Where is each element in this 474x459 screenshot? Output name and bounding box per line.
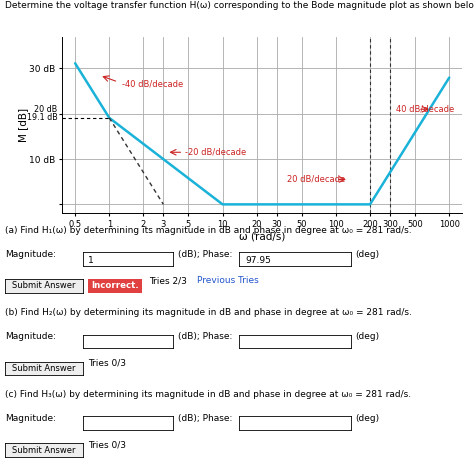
- Text: Previous Tries: Previous Tries: [197, 276, 258, 285]
- Text: Magnitude:: Magnitude:: [5, 250, 56, 259]
- Text: (c) Find H₃(ω) by determining its magnitude in dB and phase in degree at ω₀ = 28: (c) Find H₃(ω) by determining its magnit…: [5, 390, 411, 399]
- Y-axis label: M [dB]: M [dB]: [18, 108, 28, 142]
- Text: (deg): (deg): [356, 414, 380, 423]
- Text: 40 dB/decade: 40 dB/decade: [396, 105, 455, 114]
- Text: -20 dB/decade: -20 dB/decade: [185, 148, 246, 157]
- Text: Submit Answer: Submit Answer: [12, 446, 75, 455]
- Text: 20 dB/decade: 20 dB/decade: [287, 175, 345, 184]
- X-axis label: ω (rad/s): ω (rad/s): [239, 231, 285, 241]
- Text: Submit Answer: Submit Answer: [12, 364, 75, 373]
- Text: (deg): (deg): [356, 250, 380, 259]
- Text: (dB); Phase:: (dB); Phase:: [178, 414, 232, 423]
- Text: Determine the voltage transfer function H(ω) corresponding to the Bode magnitude: Determine the voltage transfer function …: [5, 1, 474, 10]
- Text: (deg): (deg): [356, 332, 380, 341]
- Text: 19.1 dB: 19.1 dB: [27, 113, 58, 123]
- Text: (b) Find H₂(ω) by determining its magnitude in dB and phase in degree at ω₀ = 28: (b) Find H₂(ω) by determining its magnit…: [5, 308, 411, 318]
- Text: (dB); Phase:: (dB); Phase:: [178, 332, 232, 341]
- Text: 1: 1: [88, 257, 94, 265]
- Text: Magnitude:: Magnitude:: [5, 414, 56, 423]
- Text: Tries 2/3: Tries 2/3: [149, 276, 187, 285]
- Text: 20 dB: 20 dB: [34, 105, 58, 114]
- Text: 97.95: 97.95: [245, 257, 271, 265]
- Text: Submit Answer: Submit Answer: [12, 281, 75, 291]
- Text: (a) Find H₁(ω) by determining its magnitude in dB and phase in degree at ω₀ = 28: (a) Find H₁(ω) by determining its magnit…: [5, 226, 411, 235]
- Text: Magnitude:: Magnitude:: [5, 332, 56, 341]
- Text: -40 dB/decade: -40 dB/decade: [122, 80, 183, 89]
- Text: Tries 0/3: Tries 0/3: [88, 441, 126, 450]
- Text: Incorrect.: Incorrect.: [91, 281, 139, 291]
- Text: Tries 0/3: Tries 0/3: [88, 359, 126, 368]
- Text: (dB); Phase:: (dB); Phase:: [178, 250, 232, 259]
